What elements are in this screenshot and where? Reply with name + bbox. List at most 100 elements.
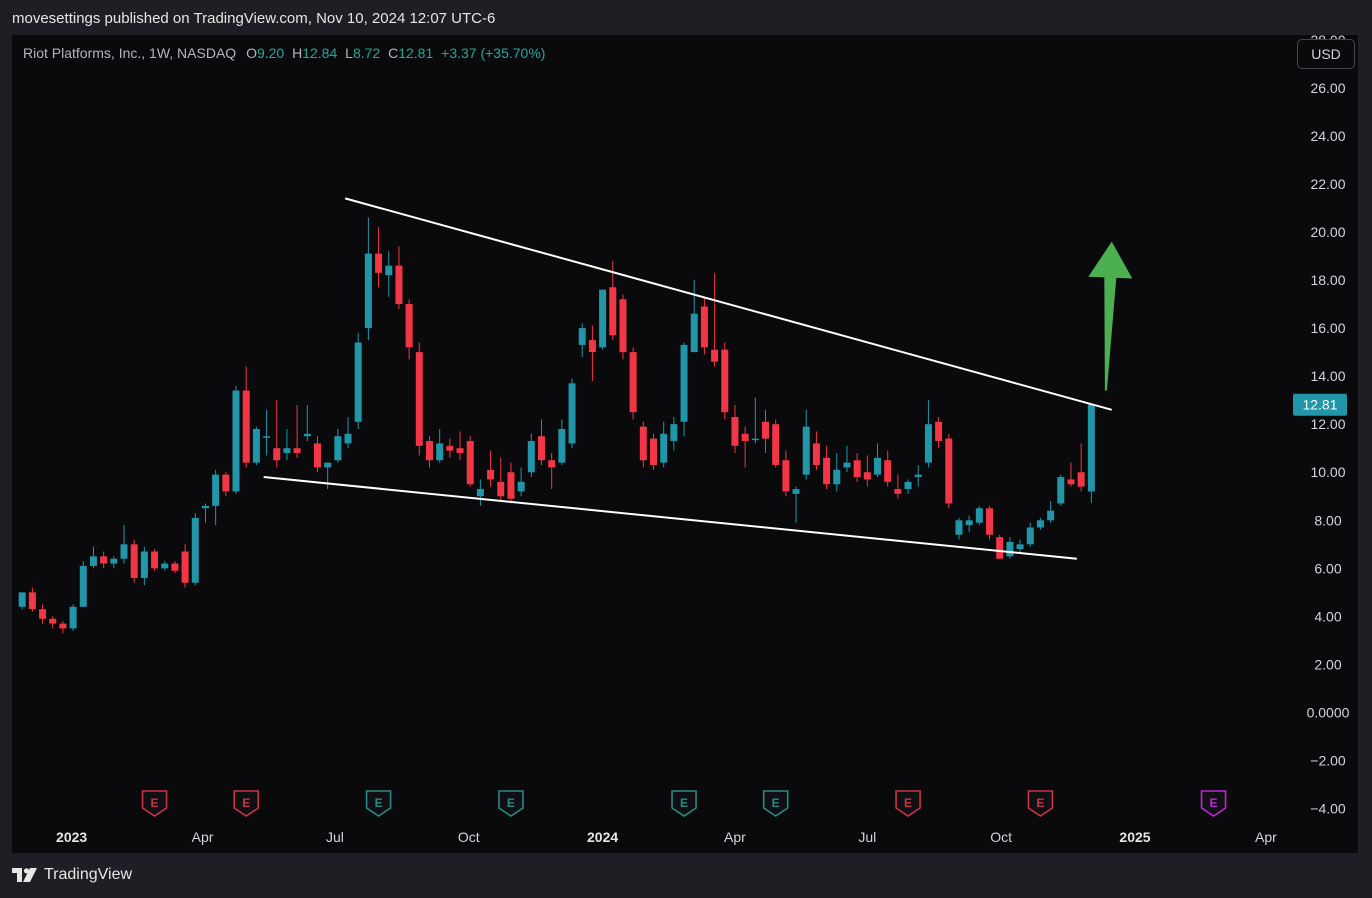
candle <box>965 515 973 533</box>
candle <box>619 294 627 360</box>
earnings-shield-icon <box>1200 790 1227 817</box>
open-label: O <box>246 45 257 61</box>
candle-body <box>680 344 688 422</box>
candle-body <box>497 481 505 497</box>
candle-body <box>782 460 790 492</box>
candle <box>537 419 545 466</box>
candle <box>986 505 994 540</box>
candle <box>1087 404 1095 503</box>
x-tick-label: Apr <box>192 829 214 845</box>
candle <box>130 539 138 583</box>
candle-body <box>110 558 118 564</box>
candle <box>812 431 820 470</box>
candle <box>79 561 87 607</box>
candle-body <box>18 592 26 607</box>
tradingview-brand[interactable]: TradingView <box>12 866 132 884</box>
candle <box>751 397 759 444</box>
candle-body <box>415 352 423 446</box>
earnings-marker: E <box>671 790 697 817</box>
candle <box>456 431 464 461</box>
candle-body <box>242 390 250 463</box>
y-tick-label: 26.00 <box>1310 80 1345 96</box>
close-label: C <box>388 45 399 61</box>
earnings-shield-icon <box>671 790 697 817</box>
candle-body <box>140 551 148 578</box>
x-tick-label: Oct <box>990 829 1012 845</box>
candle <box>344 416 352 449</box>
earnings-shield-icon <box>1027 790 1054 817</box>
candle <box>395 246 403 309</box>
candle <box>996 534 1004 559</box>
candle-body <box>986 508 994 535</box>
candle <box>425 436 433 468</box>
candle-body <box>313 443 321 468</box>
earnings-label: E <box>151 796 159 810</box>
y-tick-label: 18.00 <box>1310 272 1345 288</box>
candle <box>283 429 291 461</box>
y-tick-label: 8.00 <box>1314 512 1341 528</box>
earnings-label: E <box>904 796 912 810</box>
candle <box>385 251 393 297</box>
candle <box>293 404 301 458</box>
candle <box>721 342 729 420</box>
candle <box>650 433 657 470</box>
candle <box>59 621 67 634</box>
candle-body <box>812 443 820 466</box>
earnings-marker: E <box>498 790 524 817</box>
low-label: L <box>345 45 353 61</box>
candle <box>232 385 240 494</box>
y-tick-label: −4.00 <box>1310 801 1346 817</box>
candle-body <box>823 457 831 485</box>
candle-body <box>79 565 87 607</box>
candle <box>1036 517 1044 530</box>
candle-body <box>212 474 220 506</box>
candle-body <box>955 520 963 535</box>
y-tick-label: 16.00 <box>1310 320 1345 336</box>
candle-body <box>863 472 871 480</box>
candle <box>700 296 708 355</box>
candle <box>89 546 97 569</box>
candle-body <box>283 448 291 454</box>
candle <box>151 549 159 571</box>
candle <box>100 551 108 569</box>
low-value: 8.72 <box>352 45 381 61</box>
candle <box>690 280 698 353</box>
candle <box>18 592 26 610</box>
candle <box>894 474 902 499</box>
candle-body <box>69 606 77 629</box>
candle-body <box>935 421 943 442</box>
candle-body <box>222 474 230 492</box>
candle <box>263 409 271 456</box>
candle-body <box>874 457 882 475</box>
candle <box>904 479 912 494</box>
candle-body <box>772 424 780 466</box>
x-tick-label: 2024 <box>587 829 618 845</box>
candle-body <box>833 469 841 485</box>
candle <box>599 289 607 350</box>
candle <box>680 342 688 437</box>
candle <box>334 429 342 463</box>
candle <box>802 409 810 480</box>
last-price-badge-bg <box>1293 393 1347 416</box>
earnings-label: E <box>1210 796 1218 810</box>
candle <box>1026 522 1034 547</box>
candle-body <box>334 436 342 461</box>
x-tick-label: Jul <box>326 829 344 845</box>
candle-body <box>181 551 189 583</box>
candle-body <box>904 481 912 490</box>
candle <box>364 217 372 341</box>
candle-body <box>425 441 433 461</box>
candle <box>405 299 413 360</box>
currency-button[interactable]: USD <box>1297 39 1355 69</box>
trendline-upper <box>344 197 1112 411</box>
earnings-label: E <box>1036 796 1044 810</box>
y-tick-label: 12.00 <box>1310 416 1345 432</box>
earnings-label: E <box>772 796 780 810</box>
candle-body <box>945 438 953 504</box>
candle <box>1006 537 1014 559</box>
candle-body <box>171 563 179 571</box>
candle <box>191 513 199 586</box>
candle-body <box>894 489 902 494</box>
